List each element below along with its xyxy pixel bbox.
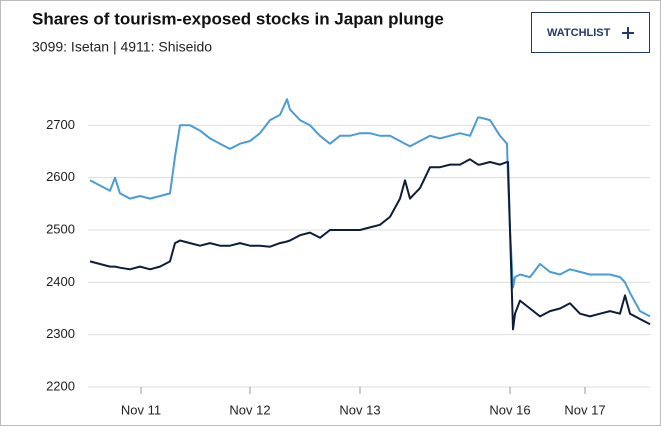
y-tick-label: 2600 <box>46 169 75 184</box>
series-line <box>89 158 651 331</box>
x-tick-label: Nov 16 <box>489 402 530 417</box>
y-tick-label: 2300 <box>46 326 75 341</box>
watchlist-button[interactable]: WATCHLIST <box>531 12 650 53</box>
y-tick-label: 2500 <box>46 221 75 236</box>
chart-title: Shares of tourism-exposed stocks in Japa… <box>32 9 444 28</box>
x-tick-label: Nov 17 <box>564 402 605 417</box>
y-tick-label: 2200 <box>46 378 75 393</box>
button-label[interactable]: WATCHLIST <box>547 27 611 39</box>
chart-subtitle: 3099: Isetan | 4911: Shiseido <box>32 39 212 55</box>
x-tick-label: Nov 12 <box>229 402 270 417</box>
y-tick-label: 2700 <box>46 117 75 132</box>
x-tick-label: Nov 11 <box>121 402 161 417</box>
x-tick-label: Nov 13 <box>339 402 380 417</box>
series-line <box>89 98 651 318</box>
y-tick-label: 2400 <box>46 274 75 289</box>
plus-icon[interactable] <box>622 27 634 39</box>
